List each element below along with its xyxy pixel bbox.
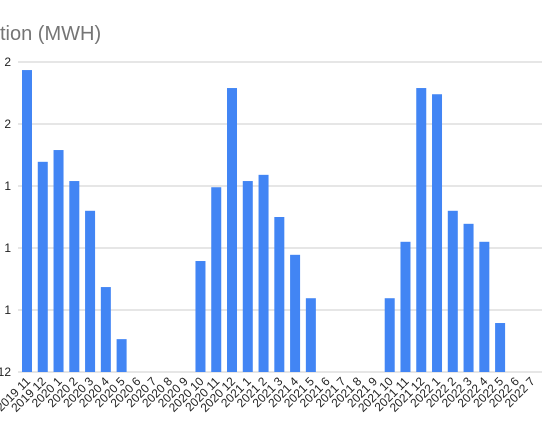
bar (400, 241, 411, 372)
y-tick-label: 1 (4, 303, 11, 317)
bar (258, 174, 269, 372)
bar (432, 94, 443, 373)
bar (495, 323, 506, 372)
bar (211, 187, 222, 372)
bar (100, 287, 111, 372)
bar (416, 88, 427, 372)
bar (447, 210, 458, 372)
bar (69, 181, 80, 372)
y-tick-label: 1 (4, 241, 11, 255)
bar (479, 241, 490, 372)
chart-title: tion (MWH) (0, 23, 101, 45)
bar (242, 181, 253, 372)
bar (274, 217, 285, 372)
y-tick-label: 12 (0, 365, 11, 379)
bar (22, 70, 32, 372)
bar (37, 161, 48, 372)
y-tick-label: 2 (4, 55, 11, 69)
y-tick-label: 1 (4, 179, 11, 193)
bar (305, 298, 316, 372)
bar (384, 298, 395, 372)
bar (195, 261, 206, 372)
y-tick-label: 2 (4, 117, 11, 131)
bar (53, 150, 64, 372)
bar (85, 210, 96, 372)
bar (290, 254, 301, 372)
bar (227, 88, 238, 372)
bar (116, 339, 127, 372)
bar (463, 223, 474, 372)
